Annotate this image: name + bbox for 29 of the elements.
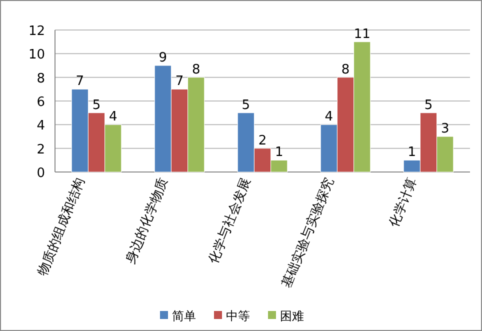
y-tick-label: 0 <box>36 166 45 181</box>
data-label: 4 <box>108 110 118 125</box>
y-tick-label: 10 <box>28 48 45 63</box>
data-label: 5 <box>242 98 250 113</box>
y-tick-label: 4 <box>36 118 45 134</box>
data-label: 9 <box>158 50 168 66</box>
x-tick-label: 基础实验与实验探究 <box>279 176 338 290</box>
data-label: 2 <box>258 133 267 148</box>
data-label: 11 <box>354 26 370 42</box>
data-label: 3 <box>440 122 450 136</box>
legend-label: 中等 <box>226 309 250 323</box>
y-tick-label: 2 <box>36 142 45 158</box>
data-label: 5 <box>92 98 101 113</box>
data-label: 4 <box>324 110 334 125</box>
data-label: 7 <box>175 74 184 90</box>
data-label: 1 <box>274 145 284 160</box>
data-label: 1 <box>408 145 416 160</box>
data-label: 8 <box>192 62 200 78</box>
y-tick-label: 6 <box>36 95 45 110</box>
data-label: 7 <box>76 74 84 90</box>
x-tick-label: 化学计算 <box>386 176 420 230</box>
legend-label: 困难 <box>280 309 304 323</box>
data-label: 5 <box>424 98 433 113</box>
x-tick-label: 身边的化学物质 <box>123 176 172 266</box>
data-label: 8 <box>341 62 350 78</box>
y-tick-label: 8 <box>36 71 45 86</box>
x-tick-label: 化学与社会发展 <box>206 176 254 266</box>
y-tick-label: 12 <box>28 24 45 39</box>
legend-label: 简单 <box>172 309 196 323</box>
